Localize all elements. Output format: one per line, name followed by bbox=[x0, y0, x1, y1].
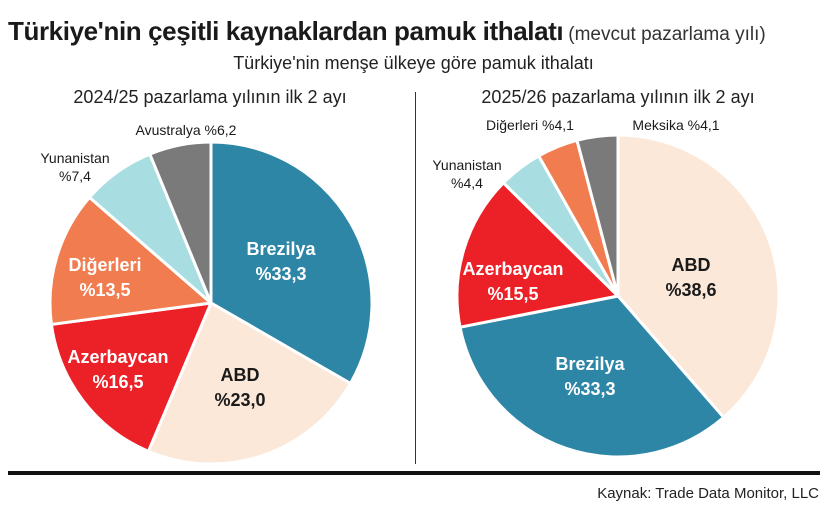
slice-label-brezilya-left: Brezilya %33,3 bbox=[246, 239, 316, 284]
pie-slice-brezilya-right bbox=[458, 294, 726, 459]
slice-name: Yunanistan bbox=[40, 150, 109, 166]
slice-value: %15,5 bbox=[487, 284, 538, 304]
slice-name: Yunanistan bbox=[432, 157, 501, 173]
title-note: (mevcut pazarlama yılı) bbox=[568, 24, 766, 45]
pie-slice-abd-left bbox=[146, 301, 352, 466]
slice-label-meksika-right: Meksika %4,1 bbox=[632, 117, 719, 133]
slice-label-yunanistan-left: Yunanistan %7,4 bbox=[40, 150, 109, 184]
slice-name: Diğerleri bbox=[68, 255, 141, 275]
slice-value: %23,0 bbox=[214, 390, 265, 410]
slice-name: Brezilya bbox=[555, 354, 625, 374]
source-note: Kaynak: Trade Data Monitor, LLC bbox=[597, 485, 819, 502]
slice-value: %33,3 bbox=[564, 379, 615, 399]
pie-slice-brezilya-left bbox=[209, 140, 374, 385]
slice-label-abd-right: ABD %38,6 bbox=[665, 255, 716, 300]
bottom-rule bbox=[8, 471, 820, 475]
slice-label-digerleri-right: Diğerleri %4,1 bbox=[486, 117, 574, 133]
slice-name: Azerbaycan bbox=[67, 347, 168, 367]
slice-value: %4,4 bbox=[451, 175, 483, 191]
pie-slice-abd-right bbox=[616, 133, 781, 419]
slice-name: Brezilya bbox=[246, 239, 316, 259]
title-row: Türkiye'nin çeşitli kaynaklardan pamuk i… bbox=[8, 16, 820, 47]
slice-label-azerbaycan-right: Azerbaycan %15,5 bbox=[462, 259, 563, 304]
chart-title-left: 2024/25 pazarlama yılının ilk 2 ayı bbox=[73, 87, 347, 107]
slice-name-value: Diğerleri %4,1 bbox=[486, 117, 574, 133]
chart-title-right: 2025/26 pazarlama yılının ilk 2 ayı bbox=[481, 87, 755, 107]
pie-slice-meksika-right bbox=[575, 133, 620, 298]
page-title: Türkiye'nin çeşitli kaynaklardan pamuk i… bbox=[8, 16, 564, 46]
pie-slice-avustralya-left bbox=[148, 140, 213, 305]
subtitle: Türkiye'nin menşe ülkeye göre pamuk itha… bbox=[233, 53, 594, 73]
slice-name: Azerbaycan bbox=[462, 259, 563, 279]
slice-label-azerbaycan-left: Azerbaycan %16,5 bbox=[67, 347, 168, 392]
slice-value: %33,3 bbox=[255, 264, 306, 284]
slice-name-value: Avustralya %6,2 bbox=[136, 122, 237, 138]
slice-value: %13,5 bbox=[79, 280, 130, 300]
slice-name: ABD bbox=[672, 255, 711, 275]
slice-label-abd-left: ABD %23,0 bbox=[214, 365, 265, 410]
slice-label-yunanistan-right: Yunanistan %4,4 bbox=[432, 157, 501, 191]
pie-slice-azerbaycan-left bbox=[49, 301, 213, 453]
slice-label-digerleri-left: Diğerleri %13,5 bbox=[68, 255, 141, 300]
pie-slice-digerleri-left bbox=[48, 195, 213, 326]
slice-label-brezilya-right: Brezilya %33,3 bbox=[555, 354, 625, 399]
pie-slice-azerbaycan-right bbox=[455, 181, 620, 329]
slice-value: %7,4 bbox=[59, 168, 91, 184]
slice-name: ABD bbox=[221, 365, 260, 385]
slice-label-avustralya-left: Avustralya %6,2 bbox=[136, 122, 237, 138]
chart-divider bbox=[415, 92, 416, 464]
slice-name-value: Meksika %4,1 bbox=[632, 117, 719, 133]
slice-value: %38,6 bbox=[665, 280, 716, 300]
slice-value: %16,5 bbox=[92, 372, 143, 392]
